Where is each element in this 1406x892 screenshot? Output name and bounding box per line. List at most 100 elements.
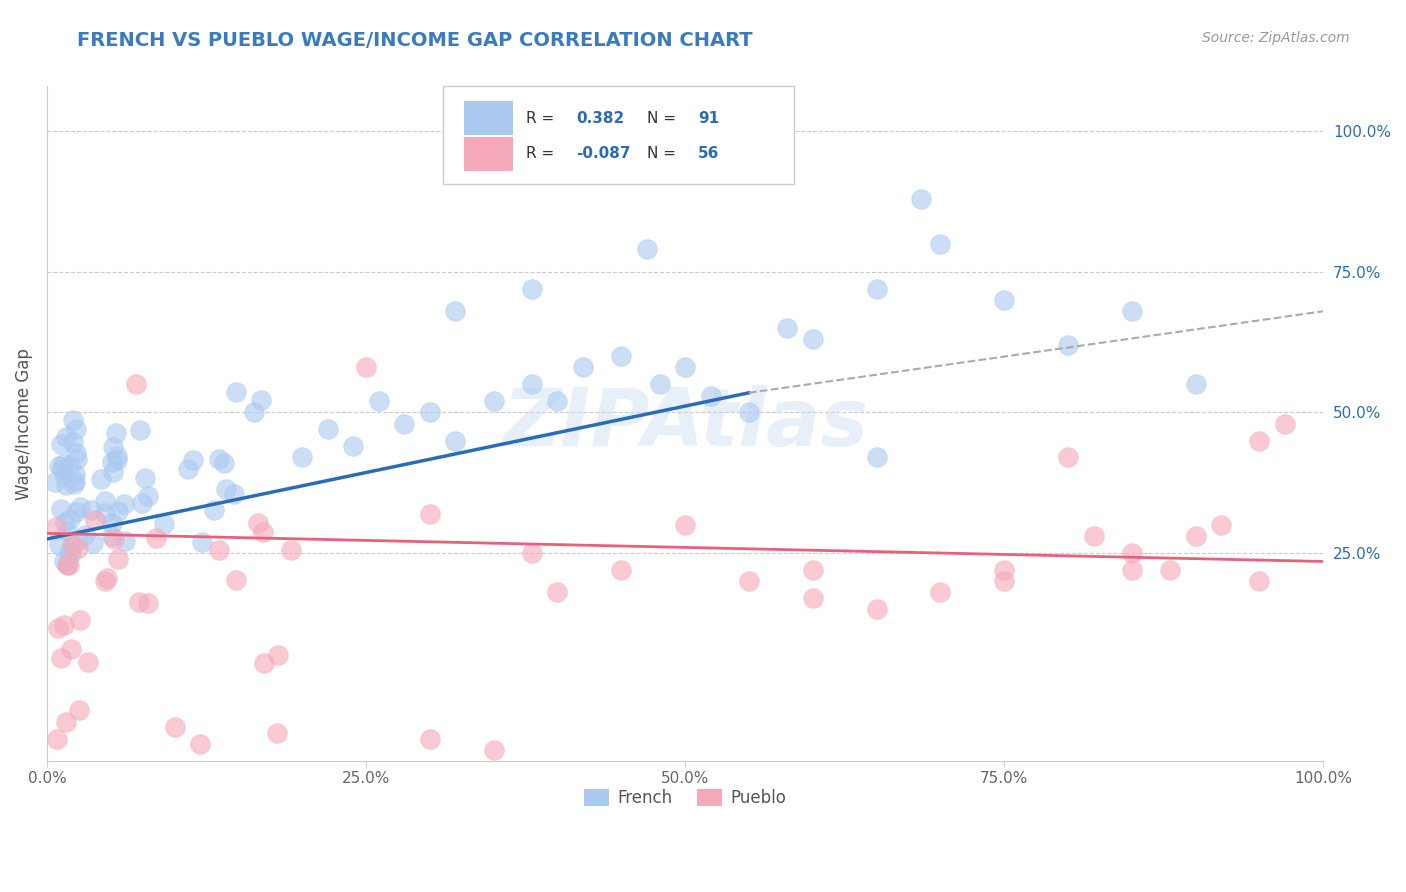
Point [56, 558, 79, 572]
Point [801, 591, 824, 605]
Point [444, 434, 467, 448]
Point [482, 743, 505, 757]
Point [63, 475, 86, 489]
Point [243, 405, 266, 419]
Point [648, 377, 671, 392]
Legend: French, Pueblo: French, Pueblo [576, 782, 793, 814]
Point [129, 423, 152, 437]
Point [53, 618, 76, 632]
Point [62, 435, 84, 450]
Point [224, 487, 246, 501]
Point [107, 504, 129, 518]
Point [865, 450, 887, 465]
Point [105, 453, 128, 467]
Point [546, 394, 568, 409]
Point [738, 574, 761, 589]
Point [96, 571, 118, 585]
Point [58, 558, 80, 572]
Point [55, 714, 77, 729]
Point [1083, 529, 1105, 543]
Point [342, 439, 364, 453]
Point [45, 520, 67, 534]
Point [62, 477, 84, 491]
Point [82, 535, 104, 549]
Point [136, 489, 159, 503]
Bar [464, 101, 513, 135]
Point [105, 450, 128, 464]
Point [610, 349, 633, 363]
Point [738, 405, 761, 419]
Point [520, 546, 543, 560]
Point [202, 503, 225, 517]
Point [1274, 417, 1296, 431]
Point [419, 731, 441, 746]
Point [673, 360, 696, 375]
Point [520, 282, 543, 296]
Text: R =: R = [526, 111, 558, 126]
Point [1121, 546, 1143, 560]
Point [153, 517, 176, 532]
Point [69, 500, 91, 515]
Point [444, 304, 467, 318]
Point [910, 192, 932, 206]
Point [266, 726, 288, 740]
Point [80, 503, 103, 517]
Point [53, 468, 76, 483]
Point [105, 425, 128, 440]
FancyBboxPatch shape [443, 87, 793, 184]
Point [67, 703, 90, 717]
Point [114, 533, 136, 548]
Point [215, 482, 238, 496]
Point [65, 446, 87, 460]
Point [101, 465, 124, 479]
Point [1184, 377, 1206, 392]
Point [291, 450, 314, 465]
Text: ZIPAtlas: ZIPAtlas [502, 384, 869, 463]
Point [59, 641, 82, 656]
Point [94, 494, 117, 508]
Point [520, 377, 543, 392]
Point [52, 457, 75, 471]
Point [253, 657, 276, 671]
Text: 56: 56 [697, 146, 720, 161]
Point [112, 498, 135, 512]
Point [419, 507, 441, 521]
Point [993, 293, 1015, 307]
Bar [464, 137, 513, 170]
Point [101, 529, 124, 543]
Point [354, 360, 377, 375]
Point [58, 545, 80, 559]
Point [49, 437, 72, 451]
Point [49, 651, 72, 665]
Point [1057, 450, 1080, 465]
Point [60, 538, 83, 552]
Point [65, 422, 87, 436]
Point [181, 452, 204, 467]
Point [801, 563, 824, 577]
Point [419, 405, 441, 419]
Point [929, 236, 952, 251]
Text: Source: ZipAtlas.com: Source: ZipAtlas.com [1202, 31, 1350, 45]
Point [249, 392, 271, 407]
Point [125, 377, 148, 392]
Point [77, 656, 100, 670]
Point [52, 553, 75, 567]
Point [188, 737, 211, 751]
Point [55, 524, 77, 538]
Point [225, 573, 247, 587]
Point [1249, 574, 1271, 589]
Point [1121, 304, 1143, 318]
Point [699, 389, 721, 403]
Point [394, 417, 416, 431]
Point [49, 502, 72, 516]
Point [673, 517, 696, 532]
Point [1057, 338, 1080, 352]
Point [69, 613, 91, 627]
Point [367, 394, 389, 409]
Point [128, 595, 150, 609]
Point [65, 506, 87, 520]
Point [56, 557, 79, 571]
Point [134, 470, 156, 484]
Point [100, 455, 122, 469]
Point [266, 648, 288, 662]
